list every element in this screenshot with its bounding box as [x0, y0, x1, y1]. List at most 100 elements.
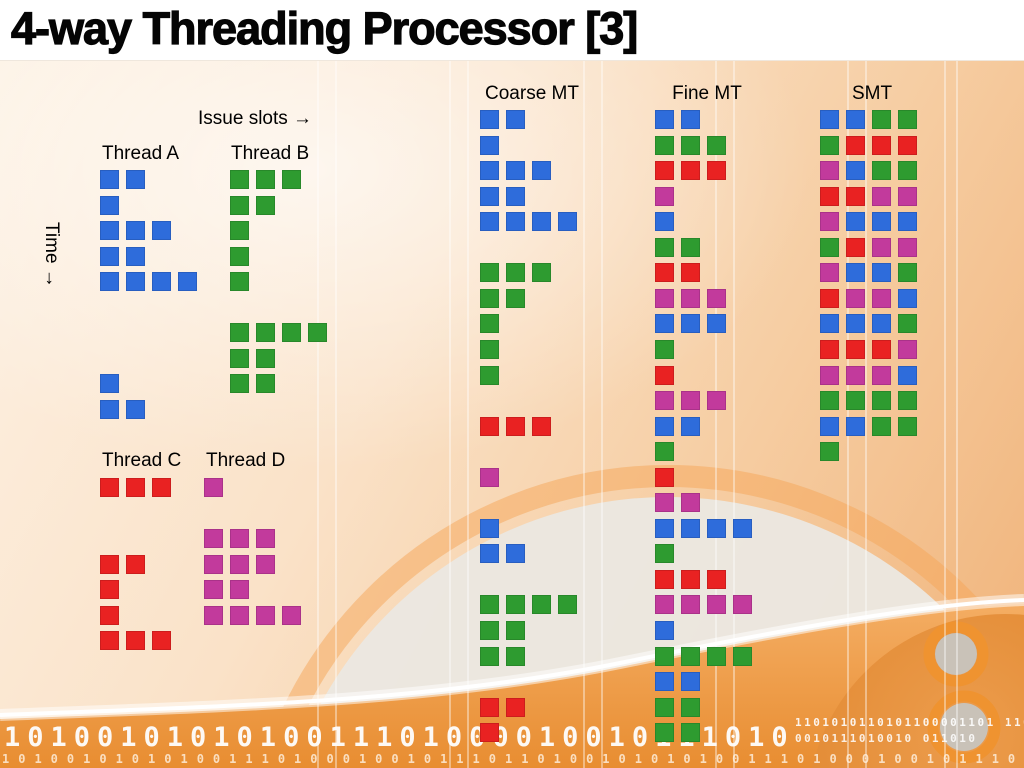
issue-slot-cell-coarse-mt: [506, 110, 525, 129]
issue-slot-cell-smt: [872, 212, 891, 232]
issue-slot-cell-fine-mt: [707, 135, 726, 155]
issue-slot-cell-coarse-mt: [558, 212, 577, 232]
issue-slot-cell-fine-mt: [707, 595, 726, 615]
issue-slot-cell-smt: [846, 339, 865, 359]
issue-slot-cell-coarse-mt: [480, 621, 499, 640]
issue-slot-cell-thread-a: [100, 170, 119, 189]
decor-line: [449, 58, 451, 768]
issue-slot-cell-smt: [898, 110, 917, 129]
issue-slot-cell-smt: [846, 288, 865, 308]
issue-slot-cell-fine-mt: [655, 416, 674, 436]
issue-slot-cell-thread-b: [230, 348, 249, 368]
issue-slot-cell-fine-mt: [655, 135, 674, 155]
issue-slot-cell-smt: [820, 186, 839, 206]
issue-slot-cell-coarse-mt: [532, 212, 551, 232]
issue-slot-cell-coarse-mt: [532, 595, 551, 615]
issue-slot-cell-coarse-mt: [480, 416, 499, 436]
issue-slot-cell-coarse-mt: [506, 621, 525, 640]
issue-slot-cell-fine-mt: [655, 212, 674, 232]
issue-slot-cell-thread-d: [256, 554, 275, 574]
issue-slot-cell-coarse-mt: [480, 365, 499, 385]
issue-slot-cell-coarse-mt: [480, 467, 499, 487]
issue-slot-cell-thread-c: [152, 631, 171, 651]
issue-slot-cell-thread-b: [256, 195, 275, 215]
issue-slot-cell-fine-mt: [655, 621, 674, 640]
issue-slot-cell-smt: [872, 186, 891, 206]
issue-slot-cell-smt: [820, 110, 839, 129]
issue-slot-cell-thread-a: [100, 399, 119, 419]
issue-slot-cell-thread-a: [100, 195, 119, 215]
issue-slot-cell-coarse-mt: [480, 161, 499, 181]
issue-slot-cell-thread-c: [126, 478, 145, 497]
issue-slot-cell-thread-a: [100, 374, 119, 394]
issue-slot-cell-thread-b: [230, 272, 249, 292]
issue-slots-label: Issue slots →: [198, 108, 313, 129]
issue-slot-cell-smt: [872, 263, 891, 283]
issue-slot-cell-fine-mt: [733, 518, 752, 538]
issue-slot-cell-coarse-mt: [506, 186, 525, 206]
issue-slot-cell-thread-a: [100, 221, 119, 241]
issue-slot-cell-thread-d: [256, 529, 275, 549]
page-title: 4-way Threading Processor [3]: [10, 2, 638, 54]
issue-slot-cell-coarse-mt: [506, 697, 525, 717]
thread-d-label: Thread D: [206, 450, 286, 471]
ring-circle-2-inner: [940, 703, 988, 751]
issue-slot-cell-thread-b: [256, 323, 275, 343]
issue-slot-cell-fine-mt: [655, 569, 674, 589]
issue-slot-cell-smt: [898, 186, 917, 206]
issue-slot-cell-fine-mt: [655, 110, 674, 129]
issue-slot-cell-thread-b: [282, 170, 301, 189]
issue-slot-cell-thread-d: [282, 605, 301, 625]
issue-slot-cell-thread-a: [126, 170, 145, 189]
issue-slot-cell-coarse-mt: [480, 212, 499, 232]
issue-slot-cell-thread-a: [100, 246, 119, 266]
issue-slot-cell-fine-mt: [681, 569, 700, 589]
issue-slot-cell-smt: [872, 339, 891, 359]
issue-slot-cell-smt: [872, 288, 891, 308]
decor-line: [956, 58, 958, 768]
issue-slot-cell-coarse-mt: [480, 135, 499, 155]
issue-slot-cell-thread-d: [230, 554, 249, 574]
issue-slot-cell-fine-mt: [681, 288, 700, 308]
issue-slot-cell-smt: [872, 365, 891, 385]
issue-slot-cell-thread-b: [308, 323, 327, 343]
issue-slot-cell-fine-mt: [681, 135, 700, 155]
issue-slot-cell-fine-mt: [681, 646, 700, 666]
swoosh-line: [0, 598, 1024, 717]
issue-slot-cell-smt: [872, 314, 891, 334]
issue-slot-cell-smt: [820, 442, 839, 462]
issue-slot-cell-thread-d: [230, 605, 249, 625]
issue-slot-cell-fine-mt: [681, 237, 700, 257]
issue-slot-cell-coarse-mt: [506, 544, 525, 564]
issue-slot-cell-fine-mt: [707, 288, 726, 308]
issue-slot-cell-thread-b: [256, 170, 275, 189]
issue-slot-cell-thread-a: [126, 399, 145, 419]
issue-slot-cell-smt: [820, 263, 839, 283]
issue-slot-cell-smt: [846, 212, 865, 232]
issue-slot-cell-smt: [872, 161, 891, 181]
decor-line: [317, 58, 319, 768]
issue-slot-cell-coarse-mt: [506, 161, 525, 181]
issue-slot-cell-coarse-mt: [506, 595, 525, 615]
ring-circle-2-outer: [927, 690, 1001, 764]
issue-slot-cell-coarse-mt: [480, 339, 499, 359]
issue-slot-cell-thread-b: [230, 374, 249, 394]
issue-slot-cell-fine-mt: [655, 595, 674, 615]
issue-slot-cell-coarse-mt: [480, 697, 499, 717]
issue-slot-cell-thread-d: [204, 605, 223, 625]
issue-slot-cell-smt: [898, 416, 917, 436]
issue-slot-cell-thread-b: [256, 374, 275, 394]
issue-slot-cell-smt: [872, 110, 891, 129]
issue-slot-cell-fine-mt: [681, 493, 700, 513]
issue-slot-cell-smt: [898, 314, 917, 334]
issue-slot-cell-coarse-mt: [480, 646, 499, 666]
issue-slot-cell-fine-mt: [681, 518, 700, 538]
issue-slot-cell-smt: [898, 288, 917, 308]
issue-slot-cell-fine-mt: [681, 697, 700, 717]
issue-slot-cell-fine-mt: [681, 391, 700, 411]
issue-slot-cell-smt: [820, 314, 839, 334]
issue-slot-cell-smt: [872, 416, 891, 436]
thread-a-label: Thread A: [102, 143, 180, 164]
issue-slot-cell-thread-c: [100, 554, 119, 574]
issue-slot-cell-smt: [846, 365, 865, 385]
